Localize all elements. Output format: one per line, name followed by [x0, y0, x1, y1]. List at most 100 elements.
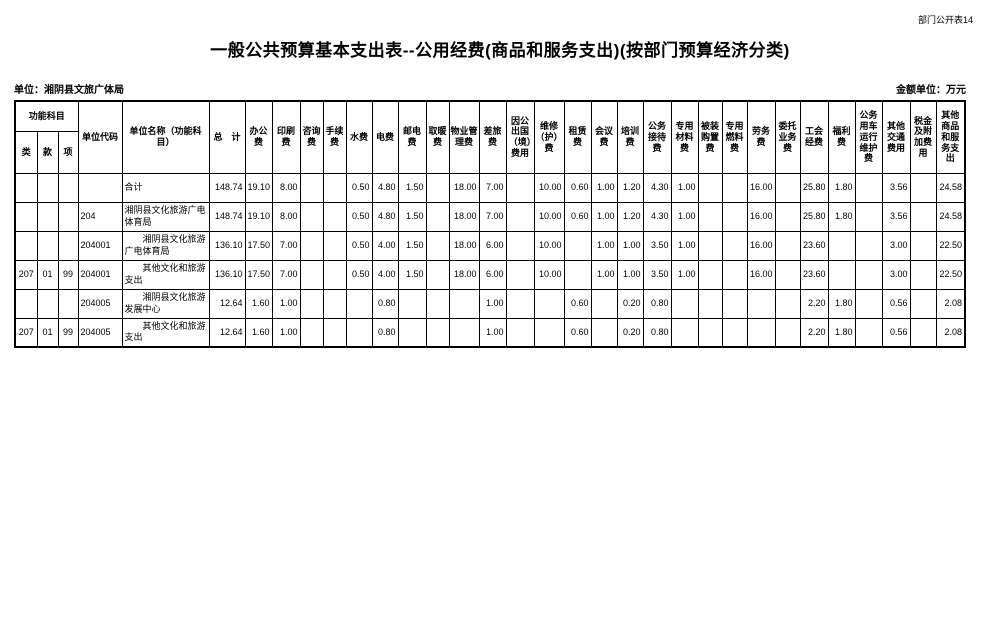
cell-value-22: 25.80 — [799, 172, 829, 203]
cell-value-25: 3.00 — [881, 230, 911, 261]
cell-value-25: 0.56 — [881, 317, 911, 348]
cell-value-7: 1.50 — [397, 201, 427, 232]
cell-value-21 — [774, 201, 801, 232]
col-header-fee-20: 委托业务费 — [774, 100, 801, 174]
col-header-fee-25: 税金及附加费用 — [909, 100, 937, 174]
table-row-0: 合计 148.74 19.10 8.00 0.50 4.80 1.50 18.00 7.00 10… — [14, 172, 966, 203]
cell-value-24 — [854, 230, 883, 261]
cell-value-20 — [746, 317, 776, 348]
cell-unit-name: 合计 — [121, 172, 210, 203]
budget-table: 功能科目 单位代码 单位名称（功能科目）总 计办公费 印刷费 咨询费 手续费 水费 电费 邮电费… — [14, 100, 966, 348]
cell-value-26 — [909, 201, 937, 232]
cell-value-6: 0.80 — [371, 288, 399, 319]
cell-value-8 — [425, 317, 450, 348]
cell-value-10: 6.00 — [478, 259, 507, 290]
cell-value-8 — [425, 172, 450, 203]
cell-value-4 — [322, 317, 347, 348]
cell-value-0: 136.10 — [208, 259, 246, 290]
amount-unit-label: 金额单位：万元 — [896, 85, 966, 96]
cell-value-19 — [721, 317, 748, 348]
col-header-fee-18: 专用燃料费 — [721, 100, 748, 174]
col-header-fee-4: 水费 — [345, 100, 373, 174]
cell-value-2: 7.00 — [271, 259, 301, 290]
cell-value-17 — [670, 317, 699, 348]
col-header-fee-8: 物业管理费 — [448, 100, 480, 174]
cell-value-14: 1.00 — [590, 172, 618, 203]
cell-unit-name: 其他文化和旅游支出 — [121, 317, 210, 348]
cell-value-12: 10.00 — [533, 259, 565, 290]
col-header-fee-6: 邮电费 — [397, 100, 427, 174]
cell-value-15: 1.20 — [616, 201, 644, 232]
cell-value-21 — [774, 230, 801, 261]
cell-value-14: 1.00 — [590, 201, 618, 232]
cell-value-14 — [590, 288, 618, 319]
header-row-2: 类款项 — [14, 130, 965, 174]
cell-value-9 — [448, 317, 480, 348]
cell-value-0: 148.74 — [208, 201, 246, 232]
col-header-fee-7: 取暖费 — [425, 100, 450, 174]
cell-value-7: 1.50 — [397, 172, 427, 203]
cell-value-22: 2.20 — [799, 288, 829, 319]
cell-value-2: 7.00 — [271, 230, 301, 261]
cell-value-11 — [505, 172, 535, 203]
cell-value-23: 1.80 — [827, 172, 856, 203]
cell-value-16: 4.30 — [642, 201, 672, 232]
cell-value-8 — [425, 288, 450, 319]
col-header-fee-14: 培训费 — [616, 100, 644, 174]
cell-value-18 — [697, 230, 723, 261]
cell-value-25: 3.56 — [881, 172, 911, 203]
cell-value-9: 18.00 — [448, 259, 480, 290]
cell-lei — [14, 288, 38, 319]
cell-xiang: 99 — [57, 317, 79, 348]
cell-kuan — [36, 230, 59, 261]
cell-value-24 — [854, 317, 883, 348]
cell-value-3 — [299, 201, 324, 232]
table-row-1: 204 湘阴县文化旅游广电体育局 148.74 19.10 8.00 0.50 4.80 1.… — [14, 201, 966, 232]
cell-value-18 — [697, 172, 723, 203]
cell-value-25: 3.00 — [881, 259, 911, 290]
cell-value-27: 24.58 — [935, 201, 966, 232]
cell-value-13: 0.60 — [563, 317, 592, 348]
cell-value-25: 0.56 — [881, 288, 911, 319]
cell-value-10: 1.00 — [478, 317, 507, 348]
table-row-5: 207 01 99 204005 其他文化和旅游支出 12.64 1.60 1.00 0.80… — [14, 317, 966, 348]
cell-value-5 — [345, 317, 373, 348]
cell-value-14: 1.00 — [590, 259, 618, 290]
cell-value-0: 136.10 — [208, 230, 246, 261]
cell-value-27: 22.50 — [935, 259, 966, 290]
cell-value-14: 1.00 — [590, 230, 618, 261]
cell-value-4 — [322, 172, 347, 203]
cell-value-0: 12.64 — [208, 317, 246, 348]
cell-value-20: 16.00 — [746, 172, 776, 203]
cell-value-23: 1.80 — [827, 201, 856, 232]
col-header-unit-name: 单位名称（功能科目） — [121, 100, 210, 174]
cell-unit-code: 204005 — [77, 288, 123, 319]
table-reference-label: 部门公开表14 — [917, 15, 973, 25]
cell-value-18 — [697, 288, 723, 319]
cell-value-10: 1.00 — [478, 288, 507, 319]
table-meta-row: 单位：湘阴县文旅广体局 金额单位：万元 — [14, 81, 966, 96]
col-header-fee-2: 咨询费 — [299, 100, 324, 174]
col-header-fee-17: 被装购置费 — [697, 100, 723, 174]
cell-value-16: 3.50 — [642, 230, 672, 261]
cell-value-7: 1.50 — [397, 230, 427, 261]
cell-value-13: 0.60 — [563, 288, 592, 319]
cell-value-20 — [746, 288, 776, 319]
cell-value-2: 8.00 — [271, 172, 301, 203]
cell-value-6: 4.00 — [371, 259, 399, 290]
cell-value-6: 0.80 — [371, 317, 399, 348]
cell-lei: 207 — [14, 317, 38, 348]
cell-value-22: 25.80 — [799, 201, 829, 232]
cell-unit-code: 204 — [77, 201, 123, 232]
col-header-fee-5: 电费 — [371, 100, 399, 174]
cell-value-11 — [505, 259, 535, 290]
cell-value-10: 7.00 — [478, 172, 507, 203]
cell-lei: 207 — [14, 259, 38, 290]
cell-value-20: 16.00 — [746, 201, 776, 232]
col-header-total: 总 计 — [208, 100, 246, 174]
cell-value-16: 3.50 — [642, 259, 672, 290]
cell-value-26 — [909, 317, 937, 348]
cell-xiang — [57, 230, 79, 261]
cell-value-17: 1.00 — [670, 201, 699, 232]
col-header-unit-code: 单位代码 — [77, 100, 123, 174]
